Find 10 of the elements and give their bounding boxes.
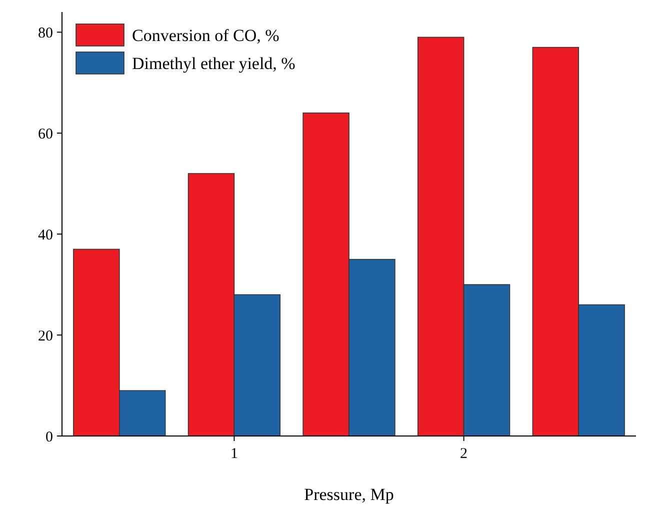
y-tick-label: 80 (38, 25, 53, 42)
x-tick-label: 2 (460, 446, 468, 462)
legend-label: Dimethyl ether yield, % (132, 54, 296, 73)
y-tick-label: 40 (38, 227, 53, 244)
legend-label: Conversion of CO, % (132, 26, 280, 45)
y-tick-label: 20 (38, 328, 53, 344)
y-tick-label: 60 (38, 126, 53, 142)
x-axis-title: Pressure, Mp (304, 485, 394, 504)
y-tick-label: 0 (46, 429, 53, 446)
x-tick-label: 1 (230, 446, 238, 462)
